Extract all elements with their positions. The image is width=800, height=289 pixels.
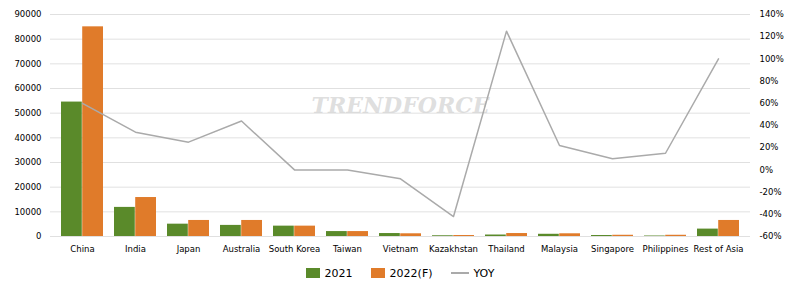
svg-text:20%: 20% — [760, 142, 779, 152]
svg-text:120%: 120% — [760, 31, 784, 41]
svg-text:Singapore: Singapore — [591, 244, 634, 254]
svg-text:0%: 0% — [760, 165, 774, 175]
svg-text:20000: 20000 — [14, 182, 41, 192]
svg-text:Vietnam: Vietnam — [383, 244, 418, 254]
svg-text:80%: 80% — [760, 76, 779, 86]
svg-text:Rest of Asia: Rest of Asia — [694, 244, 744, 254]
svg-text:India: India — [125, 244, 146, 254]
svg-text:50000: 50000 — [14, 108, 41, 118]
svg-text:Australia: Australia — [223, 244, 261, 254]
svg-text:0: 0 — [36, 231, 41, 241]
svg-text:10000: 10000 — [14, 207, 41, 217]
svg-text:Taiwan: Taiwan — [332, 244, 362, 254]
svg-text:TRENDFORCE: TRENDFORCE — [312, 92, 491, 118]
svg-text:-20%: -20% — [760, 187, 782, 197]
svg-text:80000: 80000 — [14, 34, 41, 44]
svg-text:-60%: -60% — [760, 231, 782, 241]
svg-text:40000: 40000 — [14, 133, 41, 143]
svg-text:140%: 140% — [760, 9, 784, 19]
svg-text:60%: 60% — [760, 98, 779, 108]
svg-text:Thailand: Thailand — [487, 244, 525, 254]
svg-text:China: China — [70, 244, 94, 254]
svg-text:100%: 100% — [760, 54, 784, 64]
html-text:YOY: YOY — [473, 266, 495, 280]
svg-text:Malaysia: Malaysia — [541, 244, 578, 254]
svg-text:-40%: -40% — [760, 209, 782, 219]
svg-text:Japan: Japan — [176, 244, 201, 254]
svg-text:40%: 40% — [760, 120, 779, 130]
svg-text:90000: 90000 — [14, 9, 41, 19]
svg-text:60000: 60000 — [14, 83, 41, 93]
svg-text:Philippines: Philippines — [643, 244, 689, 254]
svg-text:Kazakhstan: Kazakhstan — [429, 244, 478, 254]
svg-text:70000: 70000 — [14, 59, 41, 69]
html-text:2021: 2021 — [324, 266, 353, 280]
svg-text:30000: 30000 — [14, 157, 41, 167]
svg-text:South Korea: South Korea — [269, 244, 321, 254]
html-text:2022(F): 2022(F) — [389, 266, 433, 280]
